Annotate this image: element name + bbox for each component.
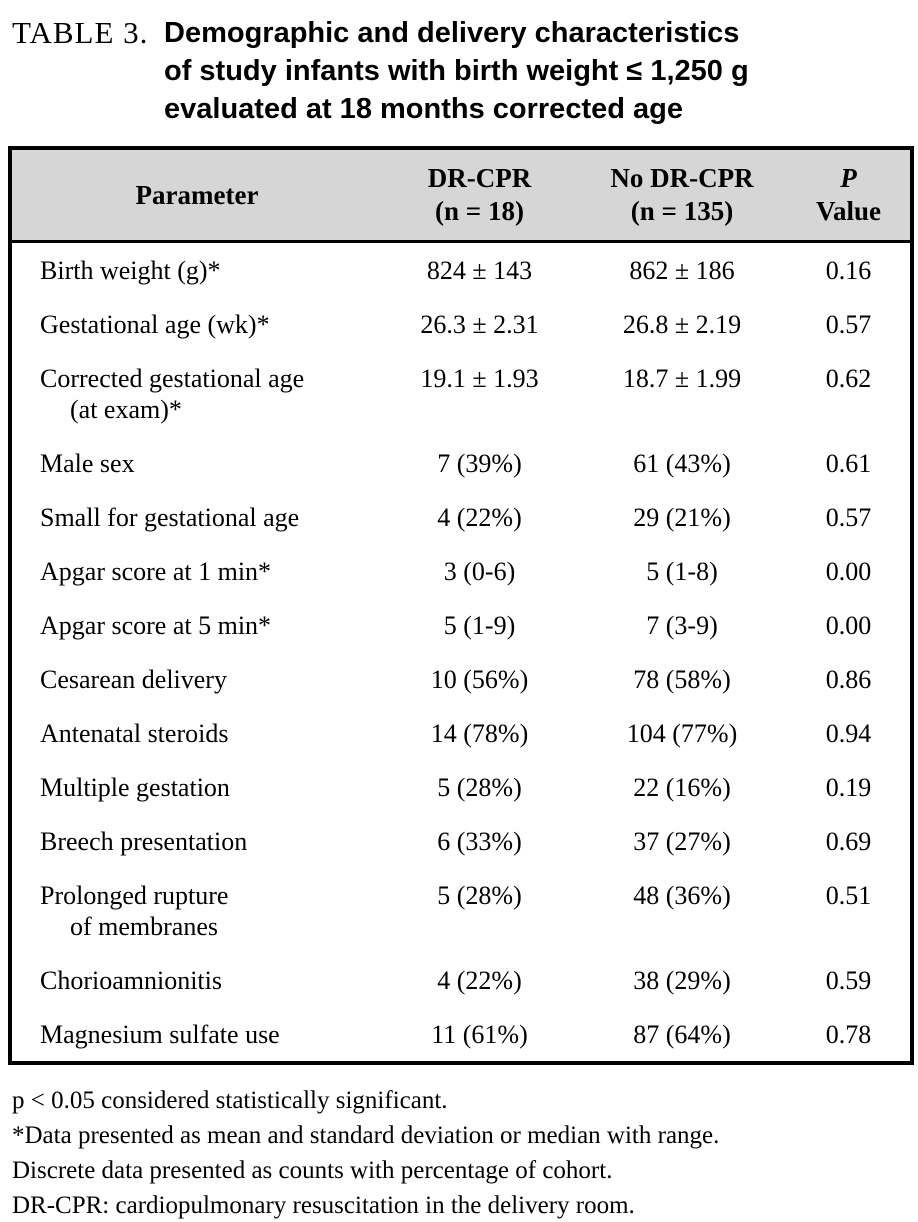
table-row: Birth weight (g)* 824 ± 143 862 ± 186 0.… xyxy=(10,242,912,298)
footnote-significance: p < 0.05 considered statistically signif… xyxy=(12,1087,448,1114)
table-row: Small for gestational age 4 (22%) 29 (21… xyxy=(10,490,912,544)
drcpr-cell: 824 ± 143 xyxy=(426,256,533,285)
table-row: Magnesium sulfate use 11 (61%) 87 (64%) … xyxy=(10,1007,912,1063)
pvalue-cell: 0.16 xyxy=(825,256,872,285)
param-cell: Apgar score at 5 min* xyxy=(40,611,272,640)
pvalue-cell: 0.69 xyxy=(825,827,872,856)
nodrcpr-cell: 7 (3-9) xyxy=(646,611,718,640)
footnote-discrete-data: Discrete data presented as counts with p… xyxy=(12,1157,613,1184)
nodrcpr-cell: 78 (58%) xyxy=(633,665,731,694)
table-title: TABLE 3. Demographic and delivery charac… xyxy=(12,14,910,128)
demographics-table: Parameter DR-CPR (n = 18) No DR-CPR (n =… xyxy=(8,146,914,1065)
footnote-asterisk: *Data presented as mean and standard dev… xyxy=(12,1122,720,1149)
pvalue-cell: 0.61 xyxy=(825,449,872,478)
header-nodrcpr-line2: (n = 135) xyxy=(630,196,734,226)
header-parameter-label: Parameter xyxy=(135,179,259,210)
caption-line-2: of study infants with birth weight ≤ 1,2… xyxy=(164,55,749,87)
table-row: Breech presentation 6 (33%) 37 (27%) 0.6… xyxy=(10,814,912,868)
pvalue-cell: 0.59 xyxy=(825,966,872,995)
table-row: Multiple gestation 5 (28%) 22 (16%) 0.19 xyxy=(10,760,912,814)
pvalue-cell: 0.00 xyxy=(825,611,872,640)
drcpr-cell: 26.3 ± 2.31 xyxy=(420,310,539,339)
drcpr-cell: 11 (61%) xyxy=(431,1020,528,1049)
nodrcpr-cell: 22 (16%) xyxy=(633,773,731,802)
param-cell: Gestational age (wk)* xyxy=(40,310,270,339)
param-cell: Prolonged rupture of membranes xyxy=(40,881,229,941)
header-pvalue: P Value xyxy=(787,148,912,243)
table-footnotes: p < 0.05 considered statistically signif… xyxy=(12,1083,910,1222)
pvalue-cell: 0.19 xyxy=(825,773,872,802)
caption-line-1: Demographic and delivery characteristics xyxy=(164,17,740,49)
nodrcpr-cell: 29 (21%) xyxy=(633,503,731,532)
header-drcpr: DR-CPR (n = 18) xyxy=(382,148,577,243)
header-nodrcpr-line1: No DR-CPR xyxy=(610,163,754,193)
pvalue-cell: 0.00 xyxy=(825,557,872,586)
param-cell: Apgar score at 1 min* xyxy=(40,557,272,586)
nodrcpr-cell: 5 (1-8) xyxy=(646,557,718,586)
drcpr-cell: 6 (33%) xyxy=(437,827,522,856)
table-row: Gestational age (wk)* 26.3 ± 2.31 26.8 ±… xyxy=(10,297,912,351)
nodrcpr-cell: 104 (77%) xyxy=(626,719,738,748)
drcpr-cell: 4 (22%) xyxy=(437,503,522,532)
drcpr-cell: 7 (39%) xyxy=(437,449,522,478)
param-cell: Male sex xyxy=(40,449,135,478)
nodrcpr-cell: 37 (27%) xyxy=(633,827,731,856)
pvalue-cell: 0.62 xyxy=(825,364,872,393)
param-cell: Small for gestational age xyxy=(40,503,300,532)
pvalue-cell: 0.57 xyxy=(825,310,872,339)
drcpr-cell: 3 (0-6) xyxy=(443,557,516,586)
table-row: Apgar score at 5 min* 5 (1-9) 7 (3-9) 0.… xyxy=(10,598,912,652)
param-cell: Corrected gestational age (at exam)* xyxy=(40,364,305,424)
param-cell: Antenatal steroids xyxy=(40,719,229,748)
drcpr-cell: 14 (78%) xyxy=(430,719,529,748)
header-row: Parameter DR-CPR (n = 18) No DR-CPR (n =… xyxy=(10,148,912,243)
table-row: Cesarean delivery 10 (56%) 78 (58%) 0.86 xyxy=(10,652,912,706)
table-row: Prolonged rupture of membranes 5 (28%) 4… xyxy=(10,868,912,953)
table-caption: Demographic and delivery characteristics… xyxy=(164,14,749,128)
drcpr-cell: 19.1 ± 1.93 xyxy=(420,364,539,393)
table-row: Male sex 7 (39%) 61 (43%) 0.61 xyxy=(10,436,912,490)
nodrcpr-cell: 26.8 ± 2.19 xyxy=(622,310,742,339)
pvalue-cell: 0.51 xyxy=(825,881,872,910)
table-row: Chorioamnionitis 4 (22%) 38 (29%) 0.59 xyxy=(10,953,912,1007)
param-cell: Magnesium sulfate use xyxy=(40,1020,280,1049)
nodrcpr-cell: 61 (43%) xyxy=(633,449,731,478)
table-row: Antenatal steroids 14 (78%) 104 (77%) 0.… xyxy=(10,706,912,760)
header-parameter: Parameter xyxy=(10,148,382,243)
nodrcpr-cell: 87 (64%) xyxy=(633,1020,731,1049)
table-number-label: TABLE 3. xyxy=(12,15,149,50)
table-header: Parameter DR-CPR (n = 18) No DR-CPR (n =… xyxy=(10,148,912,243)
caption-line-3: evaluated at 18 months corrected age xyxy=(164,93,683,125)
param-cell: Chorioamnionitis xyxy=(40,966,222,995)
drcpr-cell: 5 (28%) xyxy=(437,881,522,910)
nodrcpr-cell: 48 (36%) xyxy=(633,881,731,910)
table-row: Corrected gestational age (at exam)* 19.… xyxy=(10,351,912,436)
param-cell: Birth weight (g)* xyxy=(40,256,221,285)
pvalue-cell: 0.78 xyxy=(825,1020,872,1049)
param-cell: Cesarean delivery xyxy=(40,665,227,694)
pvalue-cell: 0.86 xyxy=(825,665,872,694)
header-drcpr-line1: DR-CPR xyxy=(427,163,532,193)
param-cell: Breech presentation xyxy=(40,827,248,856)
nodrcpr-cell: 18.7 ± 1.99 xyxy=(622,364,742,393)
drcpr-cell: 10 (56%) xyxy=(430,665,529,694)
nodrcpr-cell: 862 ± 186 xyxy=(629,256,735,285)
drcpr-cell: 5 (28%) xyxy=(437,773,522,802)
header-nodrcpr: No DR-CPR (n = 135) xyxy=(577,148,787,243)
pvalue-cell: 0.94 xyxy=(825,719,872,748)
header-pvalue-line1: P xyxy=(840,163,857,193)
nodrcpr-cell: 38 (29%) xyxy=(633,966,731,995)
footnote-drcpr-definition: DR-CPR: cardiopulmonary resuscitation in… xyxy=(12,1192,635,1219)
header-pvalue-line2: Value xyxy=(815,196,882,226)
header-drcpr-line2: (n = 18) xyxy=(435,196,524,226)
drcpr-cell: 4 (22%) xyxy=(437,966,522,995)
drcpr-cell: 5 (1-9) xyxy=(443,611,516,640)
table-row: Apgar score at 1 min* 3 (0-6) 5 (1-8) 0.… xyxy=(10,544,912,598)
param-cell: Multiple gestation xyxy=(40,773,230,802)
pvalue-cell: 0.57 xyxy=(825,503,872,532)
table-body: Birth weight (g)* 824 ± 143 862 ± 186 0.… xyxy=(10,242,912,1064)
